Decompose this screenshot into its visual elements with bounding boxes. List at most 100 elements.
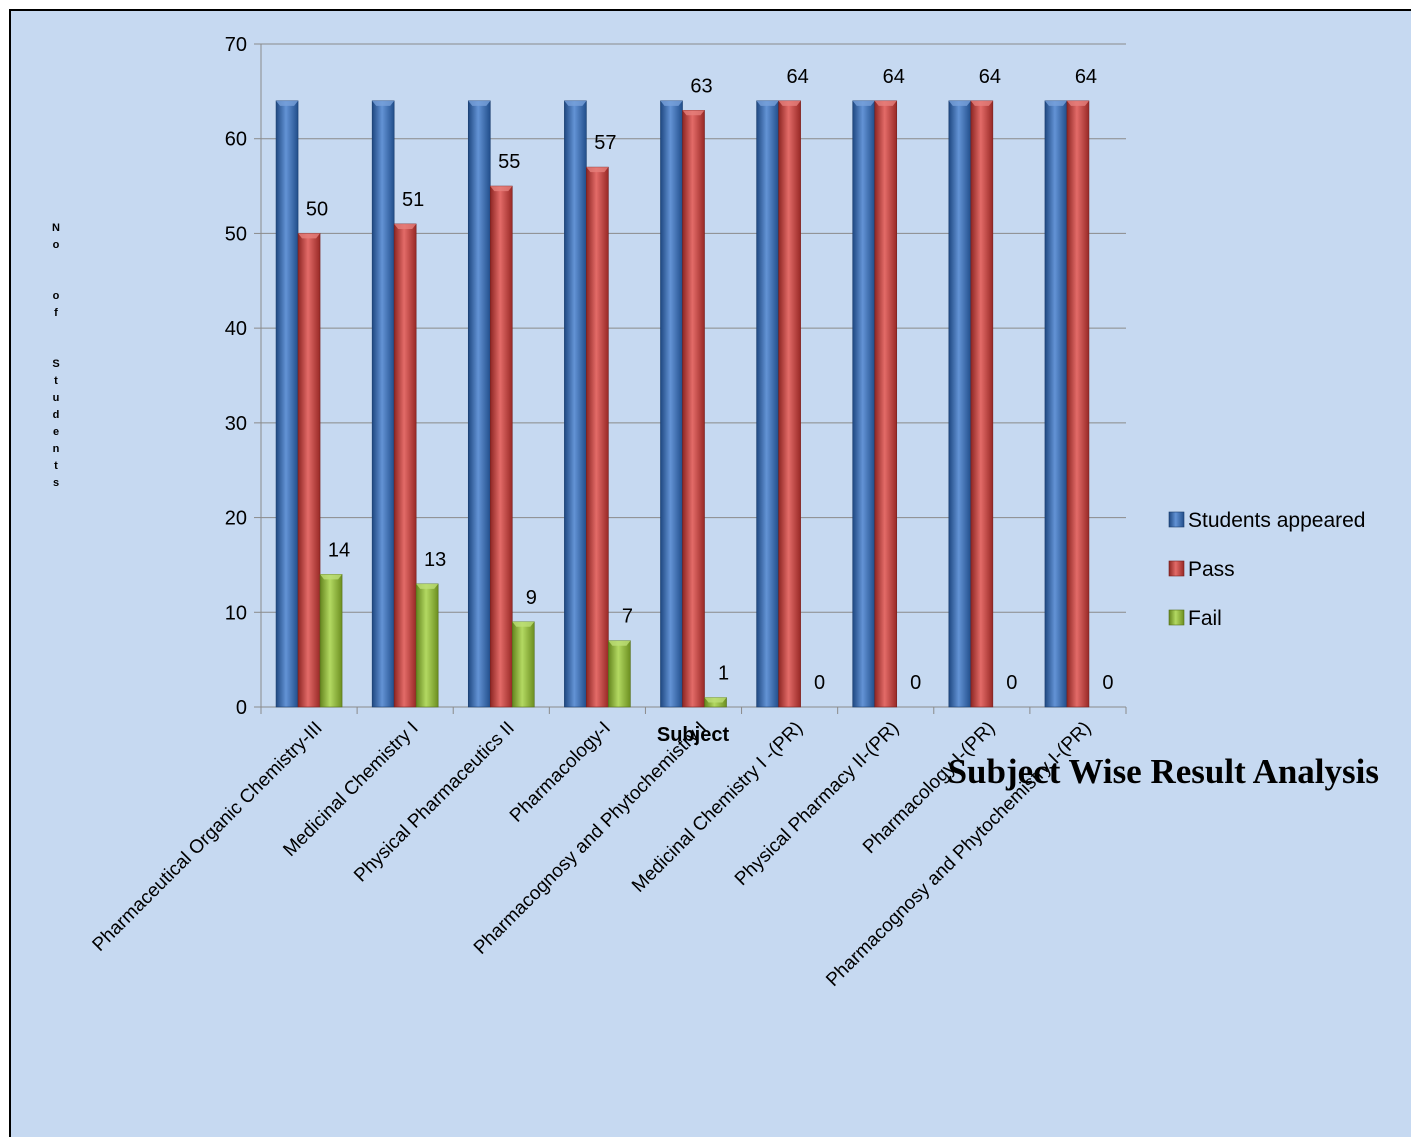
bar-cap	[778, 100, 801, 106]
x-tick-label: Pharmacology-I	[506, 718, 615, 827]
y-tick-label: 70	[225, 34, 247, 56]
x-tick-labels: Pharmaceutical Organic Chemistry-IIIMedi…	[88, 718, 1095, 991]
data-label-pass: 64	[1075, 66, 1097, 88]
y-label-char: S	[52, 358, 59, 370]
y-tick-label: 20	[225, 508, 247, 530]
data-label-pass: 64	[979, 66, 1001, 88]
legend-label: Fail	[1188, 607, 1222, 630]
y-tick-label: 50	[225, 223, 247, 245]
bar-pass	[874, 100, 898, 708]
y-label-char: N	[52, 222, 60, 234]
y-label-char: f	[54, 307, 58, 319]
bar-students-appeared	[1044, 100, 1068, 708]
bar-fail	[511, 621, 535, 708]
data-label-fail: 0	[1102, 672, 1113, 694]
bar-cap	[682, 110, 705, 116]
y-tick-label: 40	[225, 318, 247, 340]
bar-pass	[682, 110, 705, 708]
y-label-char: e	[53, 426, 59, 438]
legend: Students appeared Pass Fail	[1168, 509, 1365, 630]
bar-cap	[1066, 100, 1089, 106]
data-label-pass: 64	[786, 66, 808, 88]
legend-label: Pass	[1188, 558, 1235, 581]
bar-students-appeared	[852, 100, 876, 708]
data-label-fail: 1	[718, 663, 729, 685]
bar-cap	[416, 583, 439, 589]
bar-cap	[970, 100, 993, 106]
y-tick-label: 10	[225, 602, 247, 624]
y-tick-label: 60	[225, 129, 247, 151]
bar-cap	[660, 100, 683, 106]
bar-fail	[319, 574, 343, 708]
bar-cap	[586, 167, 609, 173]
data-label-fail: 0	[910, 672, 921, 694]
bar-students-appeared	[564, 100, 587, 708]
bar-cap	[490, 186, 513, 192]
y-label-char: t	[54, 375, 58, 387]
bar-cap	[756, 100, 779, 106]
data-label-pass: 63	[690, 75, 712, 97]
y-label-char: n	[53, 443, 60, 455]
bar-cap	[564, 100, 587, 106]
data-label-pass: 50	[306, 198, 328, 220]
bar-fail	[415, 583, 439, 708]
bar-students-appeared	[275, 100, 299, 708]
bar-chart: 0 10 20 30 40 50 60 70 50 14 51 13 55 9 57 7 63 1 64 0 64 0 6…	[52, 34, 1379, 991]
x-tick-label: Physical Pharmacy II-(PR)	[731, 718, 903, 890]
data-labels: 50 14 51 13 55 9 57 7 63 1 64 0 64 0 64 0 64 0	[306, 66, 1114, 694]
y-label-char: u	[53, 392, 60, 404]
y-label-char: s	[53, 477, 59, 489]
bar-cap	[298, 233, 321, 239]
bars	[275, 100, 1090, 708]
legend-swatch	[1168, 560, 1185, 577]
data-label-pass: 64	[883, 66, 905, 88]
bar-cap	[852, 100, 875, 106]
data-label-fail: 9	[526, 587, 537, 609]
y-label-char: o	[53, 290, 60, 302]
bar-cap	[468, 100, 491, 106]
bar-pass	[1066, 100, 1090, 708]
bar-cap	[1044, 100, 1067, 106]
bar-cap	[372, 100, 395, 106]
legend-swatch	[1168, 609, 1185, 626]
bar-pass	[489, 185, 513, 708]
bar-pass	[778, 100, 801, 708]
y-label-char: o	[53, 239, 60, 251]
data-label-fail: 13	[424, 549, 446, 571]
data-label-pass: 55	[498, 151, 520, 173]
data-label-fail: 0	[1006, 672, 1017, 694]
data-label-fail: 7	[622, 606, 633, 628]
data-label-fail: 0	[814, 672, 825, 694]
bar-cap	[608, 640, 631, 646]
x-axis-label: Subject	[657, 724, 730, 746]
y-label-char: t	[54, 460, 58, 472]
y-label-char: d	[53, 409, 60, 421]
bar-pass	[297, 233, 321, 708]
bar-students-appeared	[756, 100, 779, 708]
bar-students-appeared	[371, 100, 395, 708]
bar-cap	[704, 697, 727, 703]
chart-title: Subject Wise Result Analysis	[948, 752, 1379, 791]
bar-cap	[320, 574, 343, 580]
legend-label: Students appeared	[1188, 509, 1365, 532]
bar-cap	[874, 100, 897, 106]
x-tick-label: Physical Pharmaceutics II	[350, 718, 519, 887]
bar-cap	[512, 621, 535, 627]
bar-cap	[276, 100, 299, 106]
bar-cap	[948, 100, 971, 106]
chart-frame: 0 10 20 30 40 50 60 70 50 14 51 13 55 9 57 7 63 1 64 0 64 0 6…	[9, 9, 1411, 1137]
bar-fail	[608, 640, 631, 708]
bar-students-appeared	[948, 100, 972, 708]
y-tick-label: 30	[225, 413, 247, 435]
data-label-fail: 14	[328, 539, 350, 561]
bar-pass	[586, 166, 609, 708]
bar-pass	[393, 223, 417, 708]
bar-students-appeared	[467, 100, 491, 708]
y-tick-label: 0	[236, 697, 247, 719]
legend-swatch	[1168, 511, 1185, 528]
bar-students-appeared	[660, 100, 683, 708]
data-label-pass: 51	[402, 189, 424, 211]
bar-pass	[970, 100, 994, 708]
data-label-pass: 57	[594, 132, 616, 154]
